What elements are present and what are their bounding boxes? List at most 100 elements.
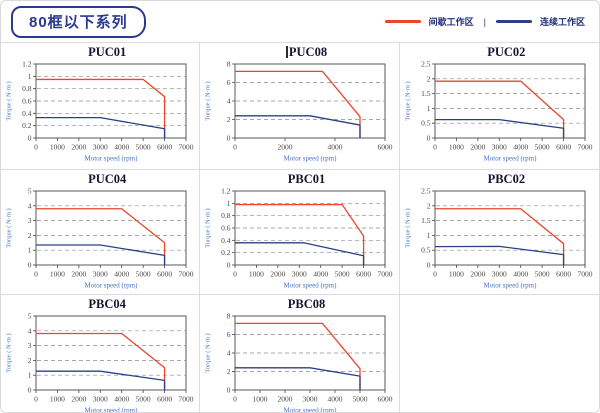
chart-panel-pbc08: PBC08 0 2 4 6 8 0 1000 2000 3000 4000 5000 6000 Moto…: [200, 295, 400, 412]
legend-label: 间歇工作区: [428, 17, 474, 27]
chart-title: PUC04: [1, 172, 199, 187]
svg-text:6000: 6000: [378, 143, 393, 152]
svg-text:0: 0: [234, 143, 238, 152]
svg-text:Motor speed (rpm): Motor speed (rpm): [284, 155, 338, 163]
svg-text:5000: 5000: [535, 143, 550, 152]
svg-text:4: 4: [227, 349, 231, 358]
svg-text:Torque ( N·m ): Torque ( N·m ): [405, 81, 412, 120]
svg-text:0.8: 0.8: [222, 211, 232, 220]
svg-text:1000: 1000: [249, 270, 264, 279]
svg-text:3: 3: [28, 341, 32, 350]
chart-panel-puc01: PUC01 0 0.2 0.4 0.6 0.8 1 1.2 0 1000 2000 3000 4000…: [1, 43, 201, 170]
svg-text:Torque ( N·m ): Torque ( N·m ): [405, 208, 412, 247]
svg-text:6000: 6000: [378, 395, 393, 404]
svg-text:0.5: 0.5: [421, 119, 431, 128]
chart-legend: 间歇工作区 | 连续工作区: [384, 15, 585, 28]
svg-text:7000: 7000: [578, 143, 593, 152]
svg-text:3: 3: [28, 216, 32, 225]
chart-panel-pbc02: PBC02 0 0.5 1 1.5 2 2.5 0 1000 2000 3000 4000 5000 6…: [399, 170, 599, 295]
svg-text:5000: 5000: [136, 395, 151, 404]
svg-text:7000: 7000: [378, 270, 393, 279]
chart-panel-puc04: PUC04 0 1 2 3 4 5 0 1000 2000 3000 4000 5000 6000 700…: [1, 170, 201, 295]
svg-text:Motor speed (rpm): Motor speed (rpm): [85, 155, 139, 163]
svg-text:2000: 2000: [72, 270, 87, 279]
svg-text:Motor speed (rpm): Motor speed (rpm): [85, 407, 139, 413]
svg-text:4: 4: [227, 97, 231, 106]
svg-text:1000: 1000: [449, 270, 464, 279]
torque-speed-chart: 0 0.2 0.4 0.6 0.8 1 1.2 0 1000 2000 3000 4000 5000 60…: [6, 60, 194, 163]
svg-text:4: 4: [28, 201, 32, 210]
legend-separator: |: [483, 16, 486, 27]
svg-text:2000: 2000: [72, 143, 87, 152]
page-header: 80框以下系列 间歇工作区 | 连续工作区: [1, 1, 599, 42]
chart-title: PBC04: [1, 297, 199, 312]
svg-text:2000: 2000: [278, 143, 293, 152]
svg-text:Motor speed (rpm): Motor speed (rpm): [484, 282, 538, 290]
svg-text:4000: 4000: [328, 143, 343, 152]
chart-title: PBC08: [200, 297, 398, 312]
svg-text:Motor speed (rpm): Motor speed (rpm): [284, 282, 338, 290]
torque-speed-chart: 0 0.5 1 1.5 2 2.5 0 1000 2000 3000 4000 5000 6000 700…: [405, 60, 593, 163]
svg-text:1: 1: [427, 104, 431, 113]
svg-text:1000: 1000: [50, 143, 65, 152]
chart-panel-pbc04: PBC04 0 1 2 3 4 5 0 1000 2000 3000 4000 5000 6000 700…: [1, 295, 201, 413]
svg-text:Torque ( N·m ): Torque ( N·m ): [6, 208, 13, 247]
svg-text:3000: 3000: [492, 270, 507, 279]
svg-text:2: 2: [28, 231, 32, 240]
svg-text:3000: 3000: [93, 395, 108, 404]
svg-text:2000: 2000: [271, 270, 286, 279]
svg-text:5000: 5000: [136, 270, 151, 279]
svg-text:Torque ( N·m ): Torque ( N·m ): [205, 333, 212, 372]
svg-text:1: 1: [28, 371, 32, 380]
svg-text:4000: 4000: [314, 270, 329, 279]
svg-text:0.8: 0.8: [22, 84, 32, 93]
svg-text:1: 1: [427, 231, 431, 240]
svg-text:0: 0: [433, 270, 437, 279]
svg-text:8: 8: [227, 60, 231, 69]
torque-speed-chart: 0 2 4 6 8 0 2000 4000 6000 Motor speed (rpm) Torqu…: [205, 60, 393, 163]
svg-text:0.5: 0.5: [421, 246, 431, 255]
svg-text:2000: 2000: [72, 395, 87, 404]
svg-text:5000: 5000: [535, 270, 550, 279]
svg-text:2.5: 2.5: [421, 187, 431, 196]
svg-text:1000: 1000: [50, 395, 65, 404]
svg-text:7000: 7000: [578, 270, 593, 279]
chart-panel-puc02: PUC02 0 0.5 1 1.5 2 2.5 0 1000 2000 3000 4000 5000 6…: [399, 43, 599, 170]
chart-title-text: PUC02: [487, 45, 526, 59]
svg-text:3000: 3000: [303, 395, 318, 404]
svg-text:6: 6: [227, 78, 231, 87]
svg-text:0: 0: [227, 134, 231, 143]
svg-text:7000: 7000: [179, 270, 194, 279]
svg-text:2: 2: [227, 367, 231, 376]
chart-title: PUC02: [400, 45, 599, 60]
svg-text:0: 0: [234, 395, 238, 404]
svg-text:8: 8: [227, 312, 231, 321]
chart-grid: PUC01 0 0.2 0.4 0.6 0.8 1 1.2 0 1000 2000 3000 4000…: [1, 42, 599, 413]
chart-title: PBC02: [400, 172, 599, 187]
svg-text:0: 0: [34, 270, 38, 279]
svg-text:1000: 1000: [449, 143, 464, 152]
svg-text:Torque ( N·m ): Torque ( N·m ): [6, 81, 13, 120]
svg-text:2000: 2000: [471, 270, 486, 279]
svg-text:4000: 4000: [114, 143, 129, 152]
svg-text:1000: 1000: [50, 270, 65, 279]
svg-text:0: 0: [28, 261, 32, 270]
svg-text:1.5: 1.5: [421, 216, 431, 225]
svg-text:1: 1: [28, 246, 32, 255]
svg-text:6000: 6000: [157, 270, 172, 279]
series-badge: 80框以下系列: [11, 5, 146, 38]
chart-title-text: PUC01: [88, 45, 127, 59]
svg-text:0: 0: [34, 143, 38, 152]
svg-text:3000: 3000: [93, 143, 108, 152]
torque-speed-chart: 0 1 2 3 4 5 0 1000 2000 3000 4000 5000 6000 7000 Motor…: [6, 312, 194, 413]
chart-title-text: PBC02: [487, 172, 526, 186]
svg-text:4000: 4000: [328, 395, 343, 404]
svg-text:0: 0: [28, 386, 32, 395]
svg-text:3000: 3000: [93, 270, 108, 279]
chart-title-text: PBC08: [287, 297, 326, 311]
torque-speed-chart: 0 2 4 6 8 0 1000 2000 3000 4000 5000 6000 Motor spee…: [205, 312, 393, 412]
svg-text:0: 0: [34, 395, 38, 404]
svg-text:6: 6: [227, 330, 231, 339]
chart-title-text: PUC04: [88, 172, 127, 186]
